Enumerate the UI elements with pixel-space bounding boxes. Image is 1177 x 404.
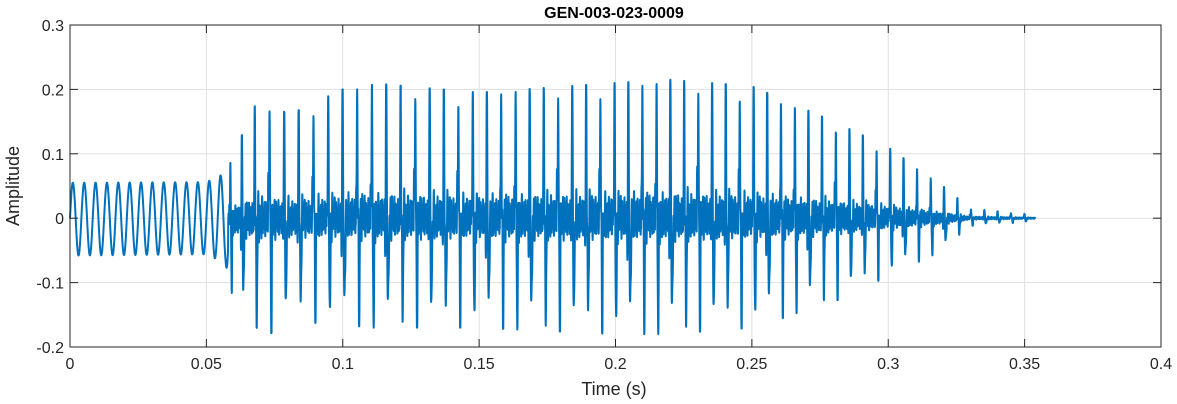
y-tick-label: 0.3 (42, 18, 64, 35)
x-tick-label: 0 (66, 356, 75, 373)
x-tick-label: 0.05 (191, 356, 222, 373)
y-axis-title: Amplitude (3, 146, 23, 226)
x-tick-label: 0.35 (1009, 356, 1040, 373)
chart-title: GEN-003-023-0009 (544, 5, 684, 22)
y-tick-label: 0.1 (42, 147, 64, 164)
x-tick-label: 0.2 (604, 356, 626, 373)
x-tick-label: 0.15 (464, 356, 495, 373)
y-tick-label: 0 (55, 211, 64, 228)
series-line (69, 78, 1037, 336)
x-tick-label: 0.4 (1150, 356, 1172, 373)
x-tick-label: 0.1 (332, 356, 354, 373)
x-tick-label: 0.3 (877, 356, 899, 373)
series-layer (69, 78, 1037, 336)
y-tick-label: -0.1 (36, 276, 64, 293)
x-axis-title: Time (s) (581, 379, 646, 399)
y-tick-label: -0.2 (36, 340, 64, 357)
x-tick-label: 0.25 (736, 356, 767, 373)
y-tick-label: 0.2 (42, 82, 64, 99)
ticks: 0 0.05 0.1 0.15 0.2 0.25 0.3 0.35 0.4 -0.2 -0.1 0 0.… (36, 18, 1172, 373)
